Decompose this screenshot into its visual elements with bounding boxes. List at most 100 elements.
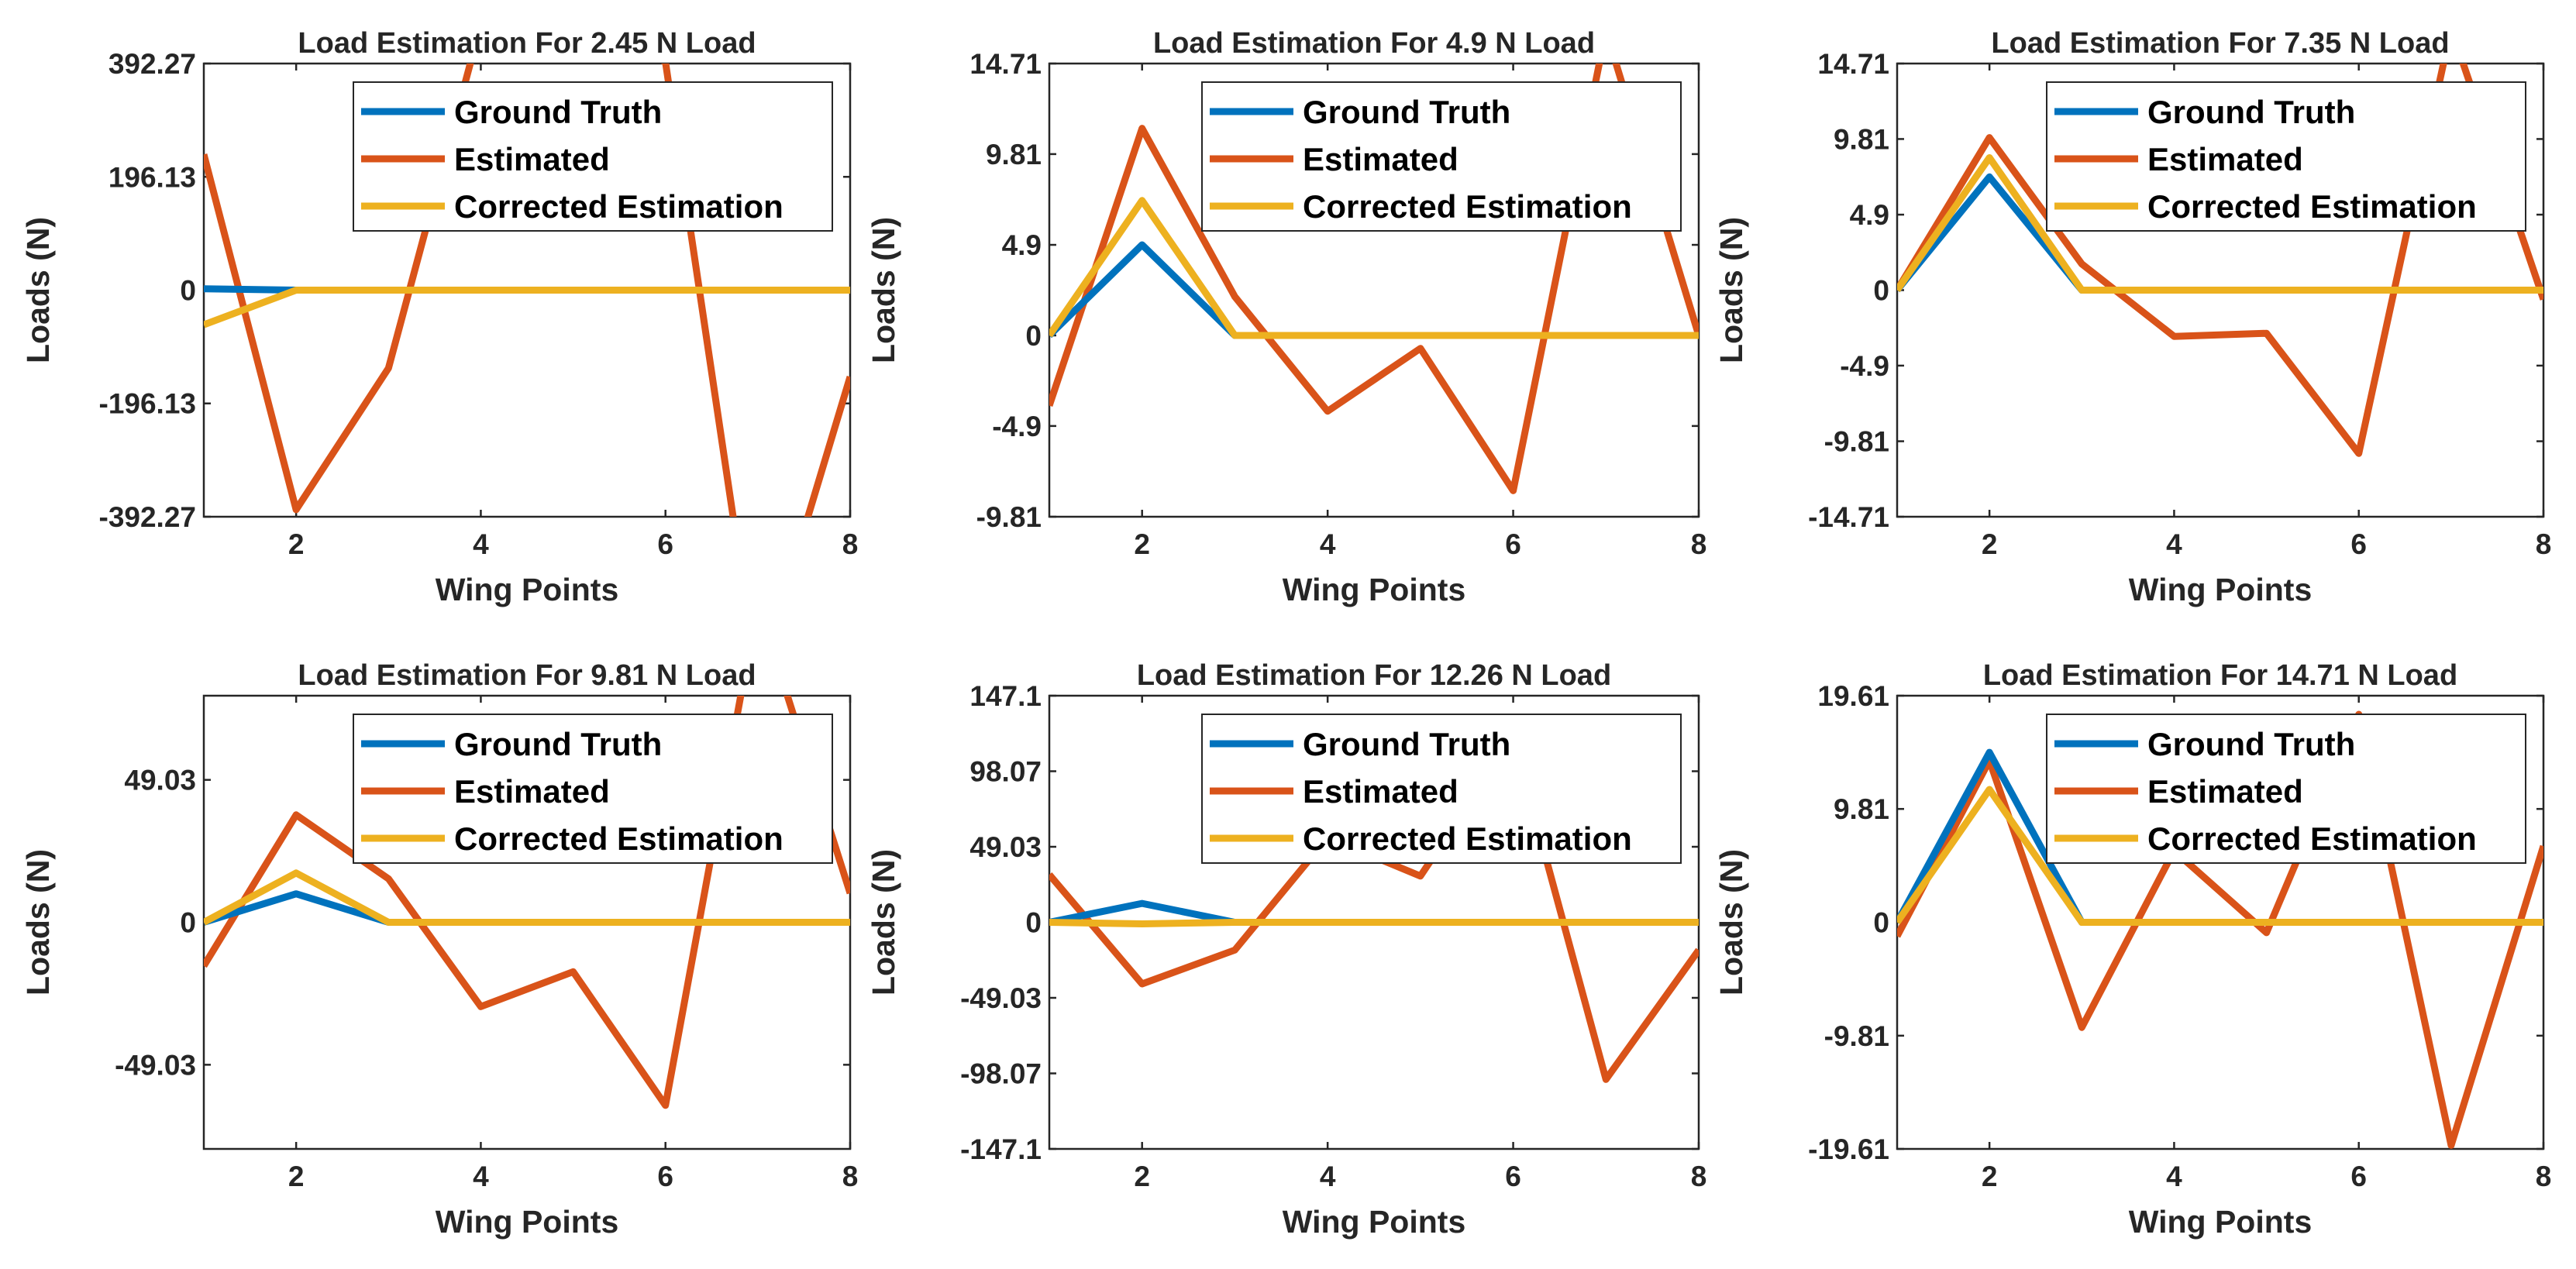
legend-entry-ground-truth: Ground Truth	[1303, 94, 1510, 130]
y-tick-label: 0	[1025, 320, 1042, 352]
y-tick-label: -4.9	[992, 411, 1042, 442]
legend-entry-corrected-estimation: Corrected Estimation	[2147, 820, 2477, 857]
x-tick-label: 2	[1982, 1161, 1998, 1192]
y-tick-label: -14.71	[1808, 501, 1889, 533]
y-tick-label: 0	[180, 907, 196, 939]
y-tick-label: 98.07	[969, 755, 1042, 787]
x-axis-label: Wing Points	[436, 572, 619, 607]
legend-entry-estimated: Estimated	[1303, 141, 1458, 177]
legend: Ground Truth Estimated Corrected Estimatio…	[1201, 81, 1682, 232]
legend-entry-corrected-estimation: Corrected Estimation	[2147, 188, 2477, 225]
chart-title: Load Estimation For 4.9 N Load	[1153, 27, 1595, 60]
series-line-corrected-estimation	[1897, 786, 2543, 926]
legend: Ground Truth Estimated Corrected Estimatio…	[353, 714, 833, 864]
y-axis-label: Loads (N)	[20, 849, 56, 996]
legend-entry-ground-truth: Ground Truth	[454, 726, 662, 762]
x-tick-label: 8	[842, 528, 859, 560]
legend-entry-corrected-estimation: Corrected Estimation	[454, 188, 783, 225]
y-tick-label: 4.9	[1850, 199, 1889, 231]
x-tick-label: 6	[2350, 1161, 2367, 1192]
x-axis-label: Wing Points	[1283, 572, 1466, 607]
x-axis-label: Wing Points	[436, 1204, 619, 1240]
y-tick-label: -49.03	[115, 1049, 196, 1081]
chart-title: Load Estimation For 7.35 N Load	[1991, 27, 2449, 60]
legend-entry-corrected-estimation: Corrected Estimation	[454, 820, 783, 857]
chart-panel-3: 2 4 6 8 -14.71 -9.81 -4.9 0 4.9 9.81 14.71 Load Est…	[1713, 27, 2551, 607]
y-tick-label: 0	[1025, 907, 1042, 939]
y-tick-label: 14.71	[969, 48, 1042, 80]
y-axis-label: Loads (N)	[866, 217, 901, 363]
legend-entry-ground-truth: Ground Truth	[2147, 726, 2355, 762]
legend-entry-corrected-estimation: Corrected Estimation	[1303, 188, 1632, 225]
x-tick-label: 4	[473, 528, 489, 560]
x-tick-label: 8	[2536, 528, 2552, 560]
x-tick-label: 2	[1134, 1161, 1150, 1192]
chart-panel-6: 2 4 6 8 -19.61 -9.81 0 9.81 19.61 Load Estimation…	[1713, 659, 2551, 1240]
legend-entry-ground-truth: Ground Truth	[2147, 94, 2355, 130]
y-tick-label: -196.13	[99, 388, 197, 420]
x-tick-label: 8	[1691, 1161, 1707, 1192]
y-tick-label: 9.81	[986, 139, 1042, 170]
y-tick-label: 9.81	[1834, 123, 1889, 155]
y-tick-label: -147.1	[960, 1133, 1042, 1165]
x-tick-label: 4	[1320, 528, 1336, 560]
y-tick-label: 19.61	[1817, 680, 1889, 712]
legend-entry-estimated: Estimated	[1303, 773, 1458, 810]
series-line-corrected-estimation	[1049, 197, 1699, 339]
y-axis-label: Loads (N)	[1713, 849, 1749, 996]
y-tick-label: 14.71	[1817, 48, 1889, 80]
legend: Ground Truth Estimated Corrected Estimatio…	[353, 81, 833, 232]
x-tick-label: 4	[2166, 1161, 2182, 1192]
y-tick-label: -98.07	[960, 1058, 1042, 1090]
y-tick-label: 196.13	[108, 161, 196, 193]
x-tick-label: 2	[288, 528, 305, 560]
x-tick-label: 6	[657, 528, 673, 560]
x-tick-label: 2	[288, 1161, 305, 1192]
chart-panel-1: 2 4 6 8 -392.27 -196.13 0 196.13 392.27 Load Esti…	[20, 27, 859, 607]
legend: Ground Truth Estimated Corrected Estimatio…	[2046, 81, 2526, 232]
y-tick-label: 49.03	[969, 831, 1042, 863]
chart-panel-2: 2 4 6 8 -9.81 -4.9 0 4.9 9.81 14.71 Load Estimatio…	[866, 27, 1706, 607]
y-tick-label: 147.1	[969, 680, 1042, 712]
series-line-estimated	[1897, 710, 2543, 1149]
y-tick-label: 0	[1873, 275, 1889, 307]
y-axis-label: Loads (N)	[866, 849, 901, 996]
legend-entry-estimated: Estimated	[2147, 141, 2303, 177]
x-axis-label: Wing Points	[2129, 1204, 2313, 1240]
y-tick-label: 9.81	[1834, 793, 1889, 825]
x-axis-label: Wing Points	[1283, 1204, 1466, 1240]
y-tick-label: -49.03	[960, 982, 1042, 1014]
y-tick-label: 0	[1873, 907, 1889, 939]
x-tick-label: 8	[2536, 1161, 2552, 1192]
y-tick-label: 49.03	[124, 765, 196, 796]
series-line-corrected-estimation	[1897, 154, 2543, 294]
y-tick-label: -9.81	[1824, 426, 1889, 458]
y-axis-label: Loads (N)	[1713, 217, 1749, 363]
series-line-corrected-estimation	[1049, 919, 1699, 927]
y-axis-label: Loads (N)	[20, 217, 56, 363]
chart-title: Load Estimation For 12.26 N Load	[1137, 659, 1611, 692]
legend-entry-ground-truth: Ground Truth	[1303, 726, 1510, 762]
y-tick-label: 0	[180, 275, 196, 307]
legend: Ground Truth Estimated Corrected Estimatio…	[2046, 714, 2526, 864]
legend-entry-corrected-estimation: Corrected Estimation	[1303, 820, 1632, 857]
series-line-estimated	[204, 64, 850, 517]
x-tick-label: 4	[2166, 528, 2182, 560]
chart-panel-4: 2 4 6 8 -49.03 0 49.03 Load Estimation For 9.81…	[20, 659, 858, 1240]
y-tick-label: -4.9	[1840, 350, 1889, 382]
y-tick-label: -9.81	[1824, 1020, 1889, 1052]
series-line-corrected-estimation	[204, 869, 850, 926]
x-tick-label: 8	[1691, 528, 1707, 560]
x-tick-label: 4	[1320, 1161, 1336, 1192]
legend-entry-estimated: Estimated	[454, 141, 610, 177]
chart-panel-5: 2 4 6 8 -147.1 -98.07 -49.03 0 49.03 98.07 147.1 Lo…	[866, 659, 1706, 1240]
series-line-estimated	[204, 696, 850, 1109]
y-tick-label: 4.9	[1002, 229, 1042, 261]
chart-title: Load Estimation For 2.45 N Load	[298, 27, 756, 60]
x-tick-label: 6	[1505, 1161, 1521, 1192]
legend-entry-ground-truth: Ground Truth	[454, 94, 662, 130]
legend-entry-estimated: Estimated	[454, 773, 610, 810]
chart-title: Load Estimation For 9.81 N Load	[298, 659, 756, 692]
y-tick-label: -9.81	[976, 501, 1042, 533]
